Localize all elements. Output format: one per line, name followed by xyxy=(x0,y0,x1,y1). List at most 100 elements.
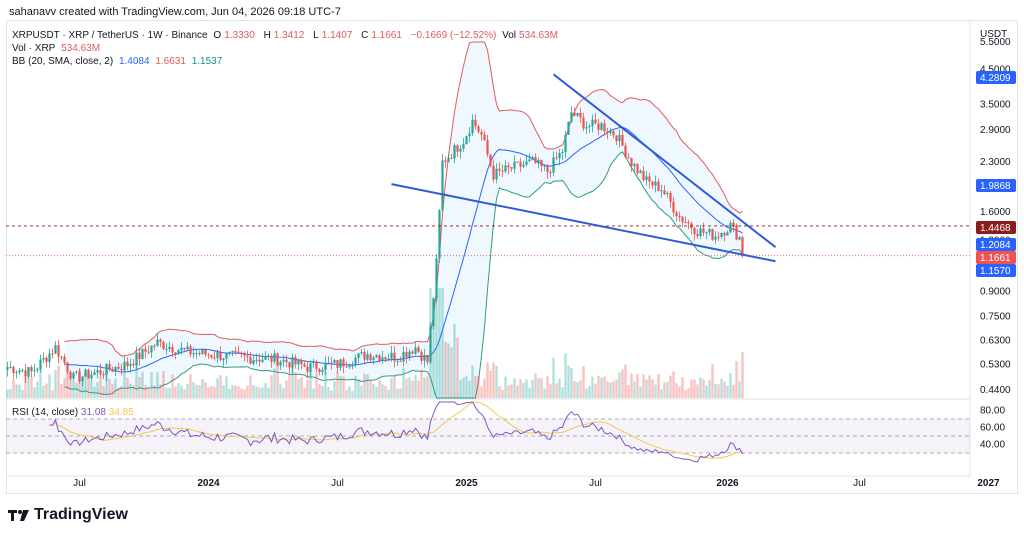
bb-lower-value: 1.1537 xyxy=(191,56,223,67)
bb-legend[interactable]: BB (20, SMA, close, 2) 1.4084 1.6631 1.1… xyxy=(12,56,225,67)
volume-bar xyxy=(33,387,36,398)
bb-basis-value: 1.4084 xyxy=(118,56,150,67)
volume-bar xyxy=(93,386,96,398)
volume-legend[interactable]: Vol · XRP 534.63M xyxy=(12,43,103,54)
candle-body xyxy=(423,354,426,361)
symbol-legend[interactable]: XRPUSDT · XRP / TetherUS · 1W · Binance … xyxy=(12,30,564,41)
candle-body xyxy=(633,164,636,167)
candle-body xyxy=(333,360,336,363)
candle-body xyxy=(555,157,558,159)
bb-lower-band xyxy=(64,151,743,399)
volume-bar xyxy=(282,388,285,398)
bb-label[interactable]: BB (20, SMA, close, 2) xyxy=(12,56,114,67)
volume-bar xyxy=(441,288,444,398)
volume-bar xyxy=(291,365,294,398)
candle-body xyxy=(525,161,528,165)
candle-body xyxy=(675,212,678,217)
volume-bar xyxy=(75,382,78,398)
candle-body xyxy=(270,355,273,362)
volume-bar xyxy=(648,375,651,398)
candle-body xyxy=(150,345,153,353)
symbol-name[interactable]: XRPUSDT · XRP / TetherUS · 1W · Binance xyxy=(12,30,208,41)
candle-body xyxy=(711,228,714,240)
volume-bar xyxy=(27,367,30,398)
volume-bar xyxy=(114,378,117,398)
volume-bar xyxy=(12,378,15,398)
volume-bar xyxy=(663,382,666,398)
volume-bar xyxy=(618,372,621,398)
volume-bar xyxy=(309,370,312,398)
candle-body xyxy=(537,159,540,164)
volume-bar xyxy=(360,385,363,398)
volume-bar xyxy=(741,352,744,398)
volume-bar xyxy=(375,386,378,398)
candle-body xyxy=(618,134,621,142)
time-tick-label: 2026 xyxy=(716,478,739,489)
volume-bar xyxy=(729,373,732,398)
candle-body xyxy=(33,370,36,372)
time-tick-label: Jul xyxy=(853,478,866,489)
volume-bar xyxy=(153,385,156,398)
candle-body xyxy=(456,145,459,152)
volume-bar xyxy=(564,353,567,398)
candle-body xyxy=(294,357,297,365)
candle-body xyxy=(141,348,144,359)
volume-bar xyxy=(555,383,558,398)
wedge-trendline xyxy=(552,73,777,248)
price-axis-tag-label: 1.1661 xyxy=(980,253,1011,264)
volume-indicator-label[interactable]: Vol · XRP xyxy=(12,43,56,54)
volume-bar xyxy=(249,375,252,398)
candle-body xyxy=(174,352,177,354)
rsi-tick-label: 80.00 xyxy=(980,406,1005,417)
volume-bar xyxy=(42,385,45,398)
volume-bar xyxy=(213,386,216,398)
time-tick-label: Jul xyxy=(331,478,344,489)
price-axis-tag-label: 1.9868 xyxy=(980,181,1011,192)
price-tick-label: 0.7500 xyxy=(980,311,1011,322)
candle-body xyxy=(168,346,171,349)
volume-bar xyxy=(702,379,705,398)
candle-body xyxy=(288,362,291,368)
candle-body xyxy=(189,346,192,355)
low-label: L xyxy=(313,30,319,41)
candle-body xyxy=(420,351,423,361)
volume-bar xyxy=(318,383,321,398)
candle-body xyxy=(459,148,462,152)
candle-body xyxy=(24,370,27,377)
volume-bar xyxy=(297,379,300,398)
volume-bar xyxy=(624,364,627,398)
volume-bar xyxy=(141,372,144,398)
bb-fill xyxy=(64,42,743,398)
axis-currency-label[interactable]: USDT xyxy=(980,29,1008,40)
volume-bar xyxy=(585,388,588,398)
rsi-tick-label: 40.00 xyxy=(980,440,1005,451)
volume-bar xyxy=(684,390,687,398)
candle-body xyxy=(474,119,477,127)
candle-body xyxy=(468,133,471,137)
candle-body xyxy=(588,125,591,128)
candle-body xyxy=(237,351,240,353)
price-axis-tag-label: 4.2809 xyxy=(980,73,1011,84)
volume-bar xyxy=(174,386,177,398)
volume-bar xyxy=(582,366,585,398)
volume-bar xyxy=(405,378,408,398)
volume-bar xyxy=(9,388,12,398)
volume-bar xyxy=(66,372,69,398)
candle-body xyxy=(564,134,567,152)
candle-body xyxy=(348,365,351,368)
candle-body xyxy=(264,356,267,360)
candle-body xyxy=(300,360,303,365)
candle-body xyxy=(549,172,552,174)
volume-bar xyxy=(639,386,642,398)
volume-bar xyxy=(594,383,597,398)
candle-body xyxy=(75,371,78,373)
volume-bar xyxy=(165,388,168,398)
price-axis-tag xyxy=(976,251,1016,264)
candle-body xyxy=(381,357,384,361)
candle-body xyxy=(444,160,447,163)
volume-bar xyxy=(219,375,222,398)
candle-body xyxy=(330,362,333,364)
volume-bar xyxy=(576,382,579,398)
candle-body xyxy=(657,181,660,192)
